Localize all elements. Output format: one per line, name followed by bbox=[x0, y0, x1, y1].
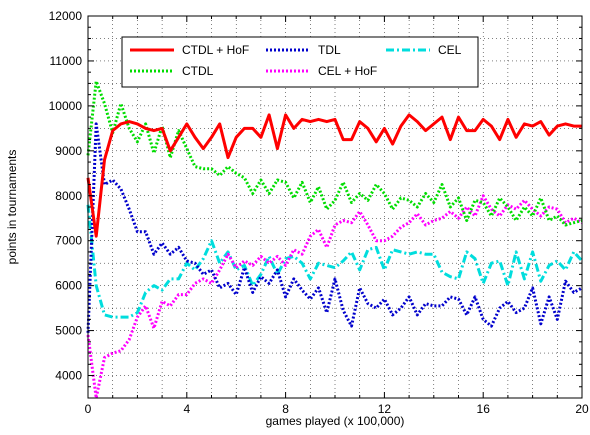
legend-label: TDL bbox=[318, 43, 341, 57]
legend-box bbox=[121, 36, 479, 88]
legend-label: CTDL + HoF bbox=[182, 43, 249, 57]
x-tick-label: 12 bbox=[378, 402, 392, 416]
y-tick-label: 6000 bbox=[55, 279, 82, 293]
y-tick-label: 8000 bbox=[55, 189, 82, 203]
y-tick-label: 4000 bbox=[55, 369, 82, 383]
y-tick-label: 11000 bbox=[50, 54, 83, 68]
y-tick-label: 10000 bbox=[49, 99, 83, 113]
series-lines bbox=[86, 79, 584, 400]
y-tick-label: 12000 bbox=[49, 9, 83, 23]
y-tick-label: 5000 bbox=[55, 324, 82, 338]
x-tick-label: 0 bbox=[85, 402, 92, 416]
series-line-ctdl-hof bbox=[86, 113, 582, 238]
legend-label: CTDL bbox=[182, 64, 214, 78]
y-tick-label: 7000 bbox=[55, 234, 82, 248]
legend-label: CEL + HoF bbox=[318, 64, 377, 78]
y-tick-label: 9000 bbox=[55, 144, 82, 158]
x-tick-label: 16 bbox=[477, 402, 491, 416]
x-tick-label: 20 bbox=[575, 402, 589, 416]
series-line-tdl bbox=[86, 122, 583, 333]
axis-ticks: 0 4 8 12 16 20 4000 5000 6000 7000 8000 9000 10000 11… bbox=[49, 9, 589, 416]
x-axis-title: games played (x 100,000) bbox=[266, 414, 405, 428]
x-tick-label: 8 bbox=[282, 402, 289, 416]
legend: CTDL + HoF CTDL TDL CEL + HoF CEL bbox=[121, 36, 479, 88]
legend-label: CEL bbox=[438, 43, 462, 57]
x-tick-label: 4 bbox=[183, 402, 190, 416]
y-axis-title: points in tournaments bbox=[5, 150, 19, 265]
